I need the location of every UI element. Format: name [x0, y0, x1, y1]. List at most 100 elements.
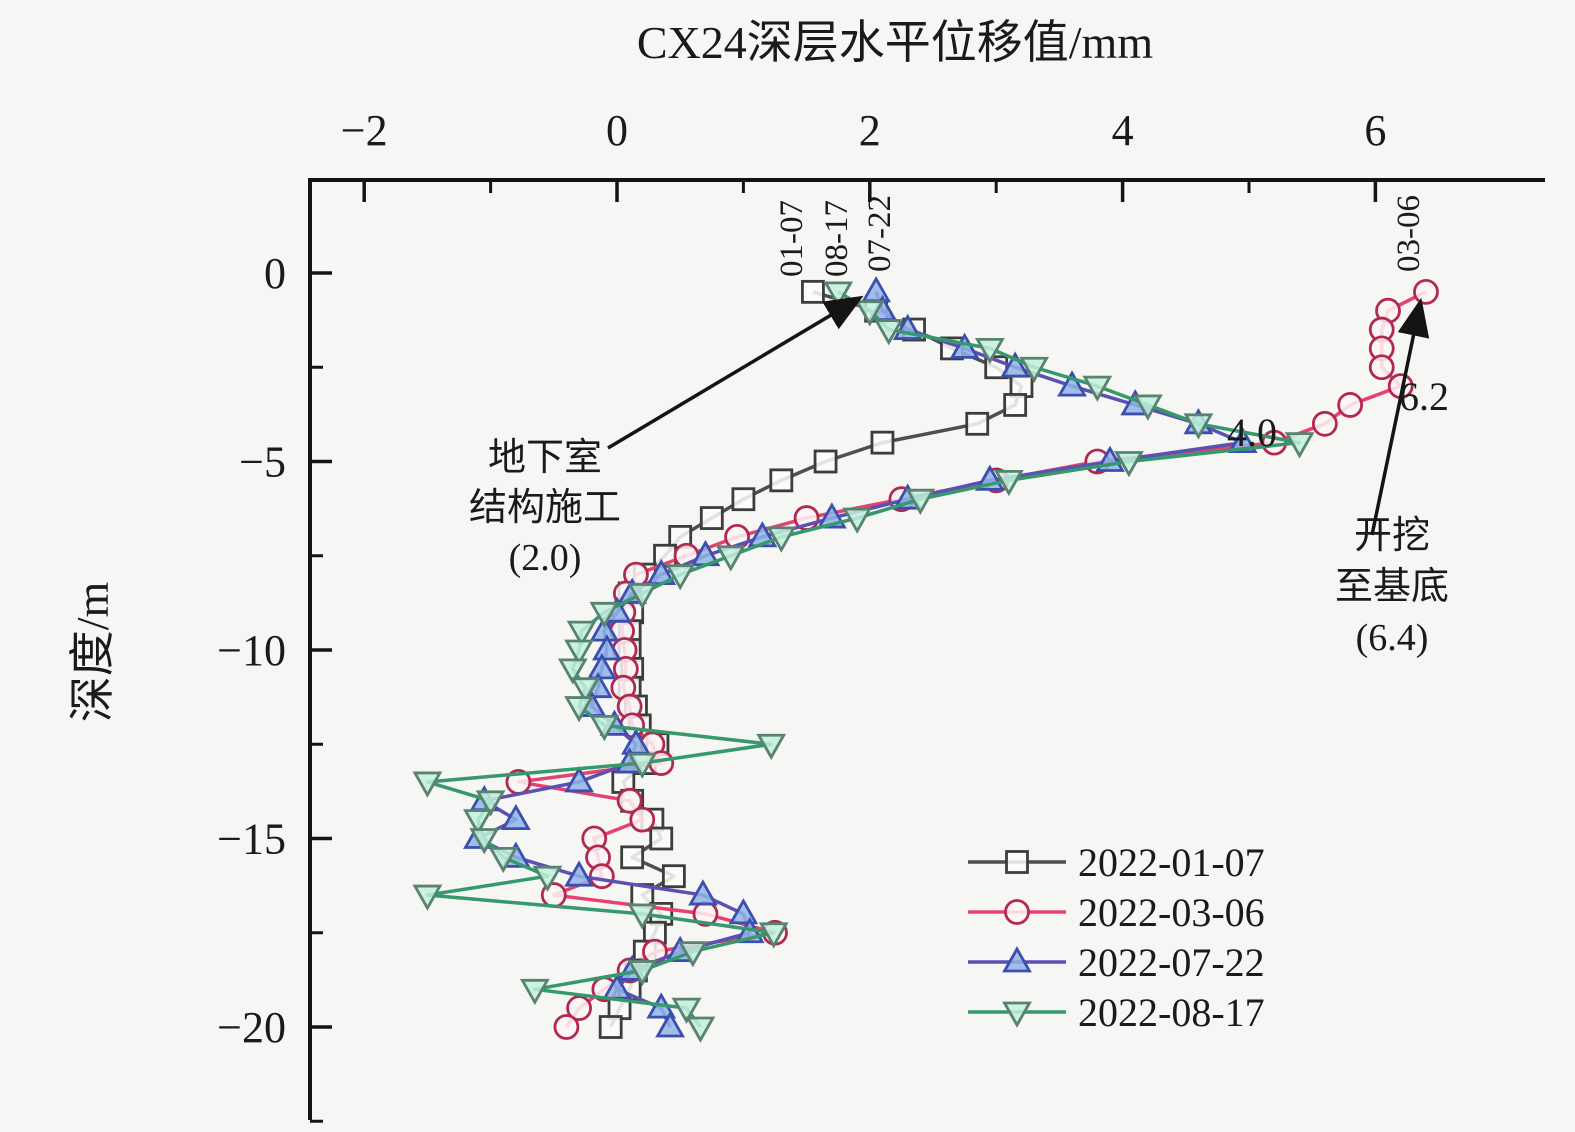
- marker-triangle-up: [1227, 426, 1258, 454]
- annotation-line: 开挖: [1354, 515, 1430, 557]
- marker-triangle-down: [974, 337, 1005, 365]
- axis-lines: [308, 178, 1545, 1120]
- annotation-line: 地下室: [488, 437, 602, 479]
- y-tick-label: 0: [264, 249, 286, 298]
- marker-triangle-down: [519, 978, 550, 1006]
- marker-triangle-down: [463, 809, 493, 836]
- point-date-label: 07-22: [862, 195, 898, 272]
- point-date-label: 03-06: [1391, 195, 1427, 272]
- marker-triangle-down: [758, 922, 789, 949]
- marker-square: [661, 864, 686, 889]
- marker-circle: [1311, 410, 1338, 437]
- marker-square: [769, 468, 794, 493]
- marker-triangle-up: [1057, 370, 1087, 397]
- marker-triangle-down: [627, 960, 658, 987]
- marker-triangle-down: [1082, 375, 1113, 402]
- marker-triangle-up: [688, 879, 718, 906]
- marker-triangle-down: [1132, 394, 1163, 421]
- value-label-62: 6.2: [1399, 374, 1449, 419]
- marker-square: [620, 845, 645, 870]
- y-tick-label: −15: [217, 815, 286, 864]
- marker-triangle-down: [715, 545, 746, 572]
- x-tick-label: 6: [1364, 106, 1386, 155]
- marker-triangle-down: [570, 677, 601, 704]
- value-label-40: 4.0: [1227, 410, 1277, 455]
- marker-square: [699, 506, 724, 530]
- marker-triangle-down: [412, 884, 443, 911]
- legend-label: 2022-01-07: [1078, 840, 1265, 885]
- legend-label: 2022-08-17: [1078, 990, 1265, 1035]
- marker-circle: [1368, 354, 1395, 381]
- annotation-arrow: [607, 295, 864, 450]
- marker-square: [731, 487, 756, 512]
- marker-triangle-down: [488, 846, 519, 874]
- marker-triangle-down: [677, 941, 708, 968]
- marker-triangle-down: [469, 828, 500, 855]
- marker-triangle-up: [1002, 946, 1032, 973]
- marker-triangle-up: [564, 766, 594, 793]
- marker-triangle-down: [564, 639, 594, 666]
- marker-triangle-down: [685, 1016, 716, 1043]
- marker-triangle-down: [1183, 413, 1214, 440]
- marker-triangle-down: [665, 564, 696, 591]
- marker-triangle-down: [766, 526, 797, 553]
- legend-item-2022-08-17: 2022-08-17: [968, 990, 1265, 1035]
- legend-item-2022-07-22: 2022-07-22: [968, 940, 1265, 985]
- marker-triangle-down: [475, 790, 506, 817]
- marker-square: [965, 411, 990, 436]
- annotation-line: 至基底: [1335, 566, 1449, 608]
- marker-triangle-up: [564, 860, 594, 887]
- marker-triangle-down: [412, 771, 443, 798]
- marker-triangle-up: [591, 634, 622, 661]
- marker-triangle-up: [728, 898, 759, 925]
- series-group: [412, 276, 1439, 1043]
- legend-item-2022-03-06: 2022-03-06: [968, 890, 1265, 935]
- marker-triangle-down: [993, 469, 1024, 497]
- marker-triangle-down: [589, 715, 620, 742]
- marker-triangle-down: [905, 488, 936, 516]
- marker-triangle-up: [861, 276, 892, 303]
- y-tick-label: −5: [239, 438, 286, 487]
- marker-square: [1005, 850, 1029, 874]
- annotation-arrow: [1370, 297, 1430, 536]
- point-date-label: 01-07: [774, 200, 810, 277]
- marker-triangle-up: [1000, 351, 1031, 378]
- marker-triangle-up: [655, 1011, 685, 1038]
- legend: 2022-01-07 2022-03-06 2022-07-22 2022-08-17: [968, 840, 1265, 1035]
- marker-triangle-down: [854, 300, 885, 327]
- marker-triangle-up: [586, 653, 617, 680]
- marker-triangle-down: [1002, 1001, 1032, 1028]
- y-tick-label: −20: [217, 1003, 286, 1052]
- legend-item-2022-01-07: 2022-01-07: [968, 840, 1265, 885]
- x-tick-label: 0: [606, 106, 628, 155]
- marker-square: [870, 430, 895, 455]
- marker-triangle-down: [627, 903, 658, 930]
- marker-circle: [588, 863, 615, 890]
- marker-circle: [1004, 899, 1030, 925]
- marker-triangle-down: [627, 752, 658, 779]
- marker-triangle-down: [1019, 356, 1050, 384]
- marker-square: [801, 279, 825, 304]
- legend-label: 2022-07-22: [1078, 940, 1265, 985]
- marker-triangle-down: [557, 658, 588, 685]
- marker-triangle-down: [1114, 451, 1144, 478]
- x-tick-label: 4: [1112, 106, 1134, 155]
- marker-triangle-down: [1284, 432, 1315, 459]
- marker-triangle-down: [532, 865, 563, 893]
- chart-title: CX24深层水平位移值/mm: [637, 17, 1153, 68]
- y-tick-label: −10: [217, 626, 286, 675]
- annotation-line: (6.4): [1356, 617, 1429, 659]
- annotation-line: 结构施工: [469, 487, 621, 529]
- marker-circle: [616, 787, 643, 814]
- marker-square: [813, 449, 838, 474]
- series-2022-01-07: [598, 279, 1034, 1039]
- series-2022-08-17: [412, 281, 1315, 1043]
- marker-triangle-up: [500, 803, 531, 831]
- x-tick-label: 2: [859, 106, 881, 155]
- marker-circle: [1413, 278, 1439, 305]
- marker-triangle-down: [589, 601, 620, 629]
